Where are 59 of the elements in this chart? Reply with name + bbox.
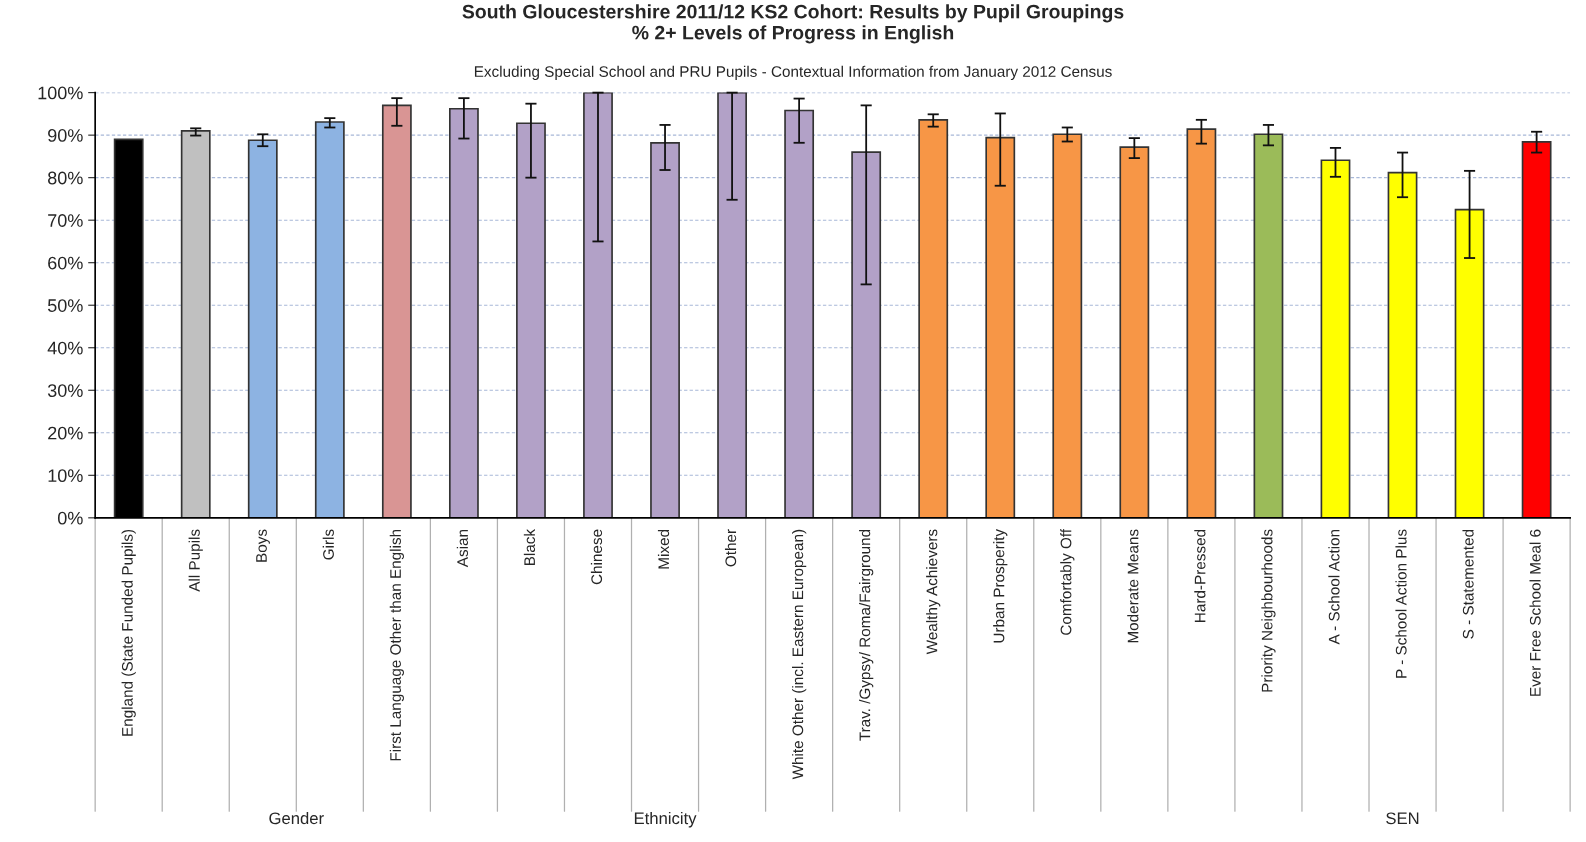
y-tick-label: 20% <box>48 426 83 440</box>
x-tick-label: Priority Neighbourhoods <box>1261 529 1276 692</box>
bar <box>1186 128 1217 518</box>
bar <box>1454 208 1485 518</box>
x-tick-label: P - School Action Plus <box>1395 529 1407 678</box>
bar <box>1253 133 1284 518</box>
x-tick-label: Ever Free School Meal 6 <box>1529 529 1541 696</box>
bar <box>314 121 345 518</box>
x-tick-label: Wealthy Achievers <box>926 529 941 655</box>
x-tick-label: Hard-Pressed <box>1194 529 1206 622</box>
y-tick-label: 90% <box>48 129 83 142</box>
bar <box>583 92 613 518</box>
x-tick-label: All Pupils <box>188 529 203 592</box>
bar <box>1119 146 1150 518</box>
x-tick-label: Girls <box>322 529 334 560</box>
x-tick-label: Other <box>724 529 737 567</box>
x-tick-label: Chinese <box>590 529 603 585</box>
y-tick-label: 50% <box>47 299 83 312</box>
x-tick-label: First Language Other than English <box>389 529 404 761</box>
bar <box>180 130 211 518</box>
x-tick-label: A - School Action <box>1328 529 1340 645</box>
x-tick-label: Urban Prosperity <box>993 528 1008 643</box>
y-tick-label: 0% <box>57 511 83 525</box>
x-tick-label: Trav. /Gypsy/ Roma/Fairground <box>859 529 874 741</box>
y-tick-label: 10% <box>48 469 83 483</box>
bar <box>650 141 680 518</box>
bar <box>717 92 747 518</box>
y-tick-label: 30% <box>47 384 83 397</box>
bar <box>381 104 412 518</box>
bar <box>784 109 815 518</box>
bar <box>851 151 882 518</box>
bar <box>1521 141 1552 518</box>
text: Gender <box>269 811 324 825</box>
bar <box>918 118 949 518</box>
y-tick-label: 70% <box>48 214 83 227</box>
text: Ethnicity <box>634 811 697 828</box>
chart-subtitle: Excluding Special School and PRU Pupils - Contextual Information from January 2012 Census <box>474 65 1112 80</box>
y-tick-label: 60% <box>48 256 83 270</box>
y-tick-label: 100% <box>38 86 83 100</box>
bar <box>1052 133 1083 518</box>
y-tick-label: 80% <box>48 171 83 185</box>
bar <box>448 107 479 518</box>
bar <box>516 122 546 518</box>
bar <box>985 136 1016 518</box>
x-tick-label: Moderate Means <box>1127 529 1139 643</box>
x-tick-label: Comfortably Off <box>1060 528 1075 635</box>
x-tick-label: Boys <box>256 529 270 562</box>
x-tick-label: Black <box>523 528 536 566</box>
chart-title: South Gloucestershire 2011/12 KS2 Cohort: Results by Pupil Groupings % 2+ Levels of Progress in English <box>462 4 1124 44</box>
text: SEN <box>1386 812 1419 825</box>
bar <box>1387 171 1418 518</box>
bar <box>247 139 278 518</box>
bar <box>1320 159 1351 518</box>
x-tick-label: Asian <box>456 529 469 568</box>
x-tick-label: England (State Funded Pupils) <box>121 529 136 736</box>
y-tick-label: 40% <box>47 341 83 355</box>
x-tick-label: S - Statemented <box>1462 529 1474 639</box>
x-tick-label: White Other (incl. Eastern European) <box>792 529 807 780</box>
x-tick-label: Mixed <box>657 529 670 569</box>
